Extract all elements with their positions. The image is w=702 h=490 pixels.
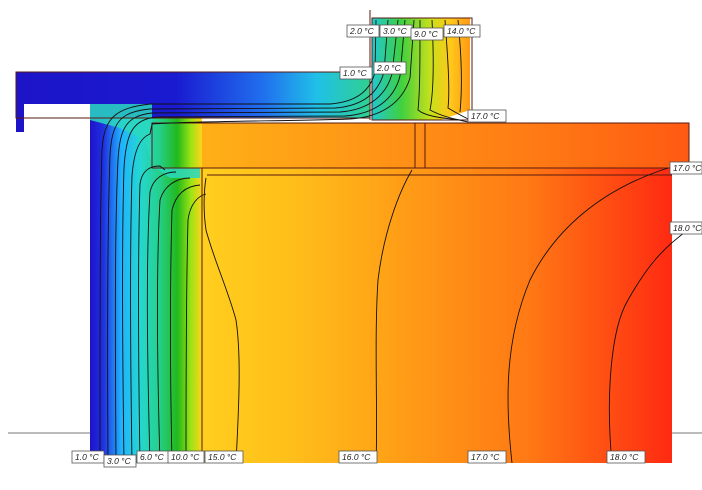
temperature-label: 6.0 °C <box>136 450 170 464</box>
labels-bottom: 1.0 °C 3.0 °C 6.0 °C 10.0 °C 15.0 °C 16.… <box>71 450 646 468</box>
isotherm <box>138 165 166 464</box>
temperature-label: 2.0 °C <box>346 24 380 38</box>
labels-right: 17.0 °C 18.0 °C <box>669 161 702 235</box>
isotherm <box>156 177 191 464</box>
temperature-label: 3.0 °C <box>103 454 137 468</box>
isotherm <box>185 193 207 464</box>
junction-zone <box>90 104 200 178</box>
temperature-label: 18.0 °C <box>606 450 646 464</box>
structure-outlines <box>15 10 690 463</box>
isotherm <box>107 19 389 464</box>
temperature-label: 17.0 °C <box>467 109 507 123</box>
floor-slab <box>152 123 689 168</box>
svg-text:10.0 °C: 10.0 °C <box>171 452 200 462</box>
isotherm <box>114 19 399 464</box>
svg-text:15.0 °C: 15.0 °C <box>208 452 237 462</box>
isotherm <box>170 184 201 464</box>
svg-text:16.0 °C: 16.0 °C <box>342 452 371 462</box>
svg-text:17.0 °C: 17.0 °C <box>471 452 500 462</box>
temperature-label: 10.0 °C <box>167 450 205 464</box>
isotherm <box>122 19 406 464</box>
temperature-label: 1.0 °C <box>71 450 105 464</box>
isotherm <box>99 19 377 464</box>
isotherm <box>417 19 461 121</box>
temperature-label: 16.0 °C <box>338 450 378 464</box>
temperature-label: 17.0 °C <box>669 161 702 175</box>
svg-text:2.0 °C: 2.0 °C <box>349 26 375 36</box>
temperature-label: 1.0 °C <box>339 66 373 80</box>
svg-text:18.0 °C: 18.0 °C <box>610 452 639 462</box>
svg-text:1.0 °C: 1.0 °C <box>343 68 368 78</box>
interior-region <box>200 165 672 463</box>
isotherm <box>429 19 469 123</box>
svg-text:17.0 °C: 17.0 °C <box>471 111 500 121</box>
isotherm <box>444 19 471 121</box>
svg-text:3.0 °C: 3.0 °C <box>383 26 408 36</box>
labels-mid: 1.0 °C 2.0 °C 17.0 °C <box>339 61 507 123</box>
temperature-label: 14.0 °C <box>443 24 481 38</box>
temperature-label: 2.0 °C <box>373 61 407 75</box>
temperature-label: 9.0 °C <box>410 27 444 41</box>
svg-text:14.0 °C: 14.0 °C <box>447 26 476 36</box>
svg-text:9.0 °C: 9.0 °C <box>414 29 439 39</box>
svg-text:2.0 °C: 2.0 °C <box>376 63 402 73</box>
temperature-label: 3.0 °C <box>379 24 413 38</box>
svg-text:1.0 °C: 1.0 °C <box>75 452 100 462</box>
upstand-block <box>372 18 470 120</box>
svg-text:6.0 °C: 6.0 °C <box>140 452 165 462</box>
temperature-label: 18.0 °C <box>669 221 702 235</box>
isotherm <box>203 177 240 464</box>
svg-text:3.0 °C: 3.0 °C <box>107 456 132 466</box>
isotherm <box>375 169 413 464</box>
isotherm-lines <box>99 19 689 464</box>
isotherm <box>146 171 177 464</box>
isotherm <box>507 167 669 464</box>
svg-text:17.0 °C: 17.0 °C <box>673 163 702 173</box>
isotherm <box>608 229 689 464</box>
labels-top: 2.0 °C 3.0 °C 9.0 °C 14.0 °C <box>346 24 481 41</box>
isotherm <box>130 19 415 464</box>
temperature-label: 15.0 °C <box>204 450 244 464</box>
temperature-label: 17.0 °C <box>467 450 507 464</box>
svg-text:18.0 °C: 18.0 °C <box>673 223 702 233</box>
